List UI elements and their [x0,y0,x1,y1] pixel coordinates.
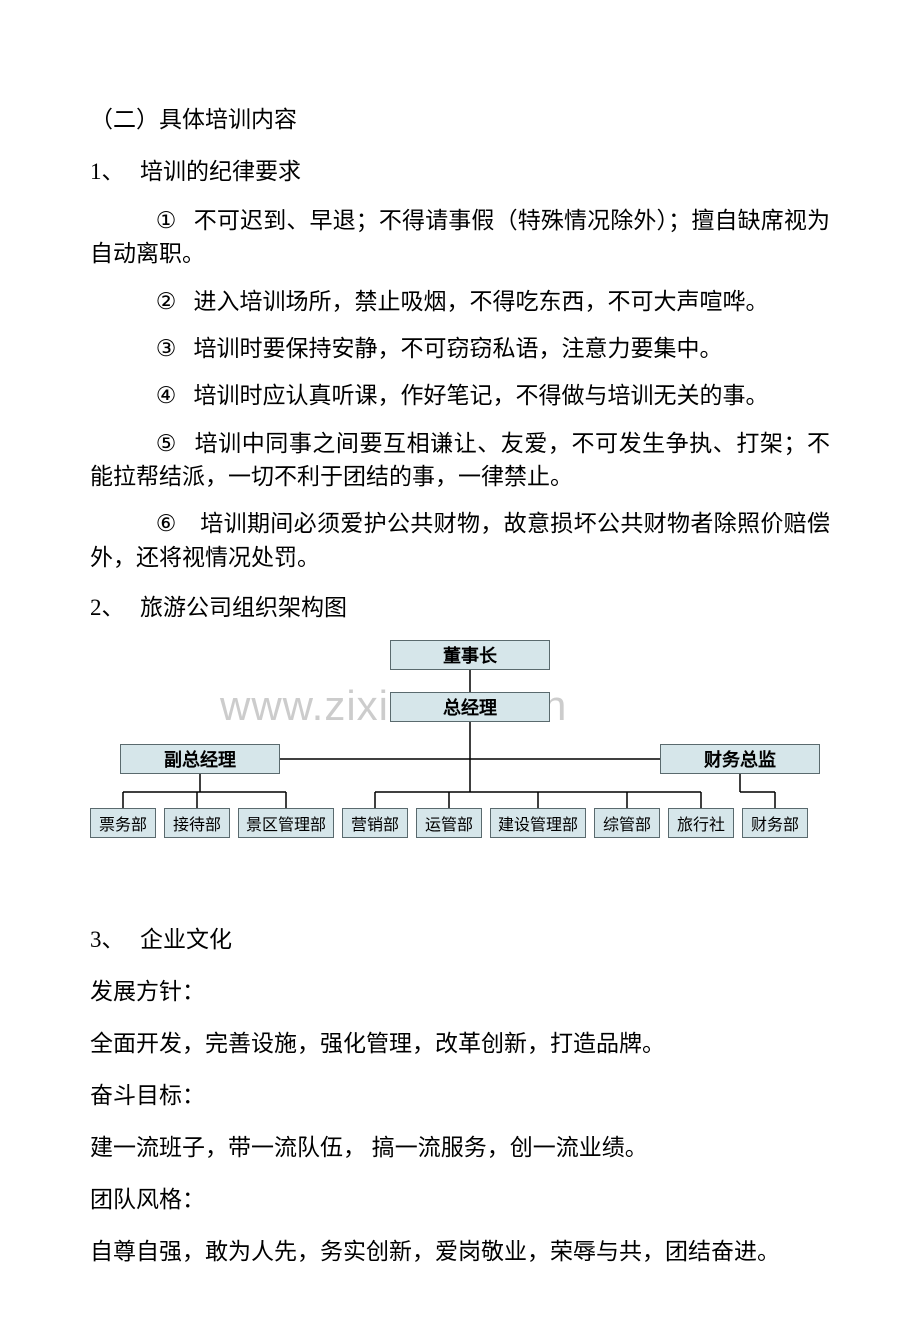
culture-p3: 奋斗目标： [90,1076,830,1110]
rule-2-text: 进入培训场所，禁止吸烟，不得吃东西，不可大声喧哗。 [194,289,769,314]
item-1-heading: 1、培训的纪律要求 [90,152,830,186]
item-3-heading: 3、企业文化 [90,920,830,954]
org-node-d7: 综管部 [594,808,660,838]
rule-2-marker: ② [150,285,182,318]
rule-6-text: 培训期间必须爱护公共财物，故意损坏公共财物者除照价赔偿外，还将视情况处罚。 [90,511,830,569]
document-page: （二）具体培训内容 1、培训的纪律要求 ① 不可迟到、早退；不得请事假（特殊情况… [0,0,920,1344]
org-node-d6: 建设管理部 [490,808,586,838]
org-node-chairman: 董事长 [390,640,550,670]
culture-p6: 自尊自强，敢为人先，务实创新，爱岗敬业，荣辱与共，团结奋进。 [90,1232,830,1266]
rule-6-marker: ⑥ [150,507,182,540]
org-node-d1: 票务部 [90,808,156,838]
rule-1-text: 不可迟到、早退；不得请事假（特殊情况除外）；擅自缺席视为自动离职。 [90,208,830,266]
org-node-d2: 接待部 [164,808,230,838]
item-2-number: 2、 [90,588,140,622]
rule-3-text: 培训时要保持安静，不可窃窃私语，注意力要集中。 [194,336,723,361]
item-2-title: 旅游公司组织架构图 [140,595,347,620]
rule-5: ⑤ 培训中同事之间要互相谦让、友爱，不可发生争执、打架；不能拉帮结派，一切不利于… [90,427,830,494]
org-node-gm: 总经理 [390,692,550,722]
org-node-d4: 营销部 [342,808,408,838]
item-3-number: 3、 [90,920,140,954]
culture-p1: 发展方针： [90,972,830,1006]
org-node-vgm: 副总经理 [120,744,280,774]
item-1-title: 培训的纪律要求 [140,159,301,184]
culture-p2: 全面开发，完善设施，强化管理，改革创新，打造品牌。 [90,1024,830,1058]
rule-4-marker: ④ [150,379,182,412]
rule-3: ③ 培训时要保持安静，不可窃窃私语，注意力要集中。 [90,332,830,365]
section-heading: （二）具体培训内容 [90,100,830,134]
rule-5-text: 培训中同事之间要互相谦让、友爱，不可发生争执、打架；不能拉帮结派，一切不利于团结… [90,431,830,489]
culture-p5: 团队风格： [90,1180,830,1214]
org-chart: www.zixin.com.cn 董事长总经理副总经理财务总监票务部接待部景区管… [90,640,850,860]
org-node-d8: 旅行社 [668,808,734,838]
rule-1-marker: ① [150,204,182,237]
rule-2: ② 进入培训场所，禁止吸烟，不得吃东西，不可大声喧哗。 [90,285,830,318]
item-1-number: 1、 [90,152,140,186]
org-node-d3: 景区管理部 [238,808,334,838]
rule-3-marker: ③ [150,332,182,365]
culture-p4: 建一流班子，带一流队伍， 搞一流服务，创一流业绩。 [90,1128,830,1162]
item-3-title: 企业文化 [140,927,232,952]
rule-4: ④ 培训时应认真听课，作好笔记，不得做与培训无关的事。 [90,379,830,412]
rule-5-marker: ⑤ [150,427,182,460]
org-node-cfo: 财务总监 [660,744,820,774]
org-node-d9: 财务部 [742,808,808,838]
rule-6: ⑥ 培训期间必须爱护公共财物，故意损坏公共财物者除照价赔偿外，还将视情况处罚。 [90,507,830,574]
item-2-heading: 2、旅游公司组织架构图 [90,588,830,622]
rule-1: ① 不可迟到、早退；不得请事假（特殊情况除外）；擅自缺席视为自动离职。 [90,204,830,271]
rule-4-text: 培训时应认真听课，作好笔记，不得做与培训无关的事。 [194,383,769,408]
org-node-d5: 运管部 [416,808,482,838]
